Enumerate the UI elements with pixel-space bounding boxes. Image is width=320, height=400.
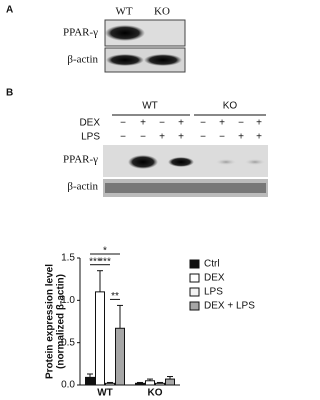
x-tick-label: KO bbox=[148, 388, 163, 399]
significance-label: * bbox=[103, 246, 107, 257]
sign: − bbox=[120, 132, 126, 143]
sign-grid: − + − + − + − + − − + + − − + + bbox=[120, 118, 262, 143]
panel-label: B bbox=[6, 88, 13, 99]
column-label: WT bbox=[115, 6, 132, 18]
bar bbox=[165, 378, 175, 386]
significance-label: *** bbox=[89, 256, 101, 267]
y-axis-title: (normalized β-actin) bbox=[56, 274, 67, 369]
y-tick-label: 0.5 bbox=[61, 337, 75, 348]
legend-label: LPS bbox=[204, 287, 223, 298]
y-axis-title: Protein expression level bbox=[45, 264, 56, 379]
bar bbox=[95, 291, 105, 386]
bar bbox=[145, 380, 155, 386]
treatment-label: LPS bbox=[81, 132, 100, 143]
row-label: PPAR-γ bbox=[63, 154, 98, 166]
sign: − bbox=[200, 118, 206, 129]
legend-label: DEX bbox=[204, 273, 225, 284]
row-label: β-actin bbox=[67, 181, 98, 193]
figure: A WT KO PPAR-γ β-actin B WT KO DEX LPS −… bbox=[6, 5, 268, 399]
bar-chart: 0.0 0.5 1.0 1.5 Protein expression level (nor… bbox=[45, 246, 256, 399]
row-label: β-actin bbox=[67, 54, 98, 66]
sign: + bbox=[178, 132, 184, 143]
group-label: KO bbox=[223, 101, 238, 112]
legend-swatch bbox=[189, 287, 200, 297]
y-tick-label: 1.0 bbox=[61, 295, 75, 306]
row-label: PPAR-γ bbox=[63, 27, 98, 39]
bar bbox=[155, 382, 165, 386]
y-tick-label: 1.5 bbox=[61, 253, 75, 264]
bar bbox=[105, 382, 115, 386]
blot-b bbox=[103, 145, 268, 197]
sign: + bbox=[256, 118, 262, 129]
legend-label: Ctrl bbox=[204, 259, 220, 270]
sign: + bbox=[178, 118, 184, 129]
legend-swatch bbox=[189, 301, 200, 311]
sign: − bbox=[219, 132, 225, 143]
sign: + bbox=[256, 132, 262, 143]
significance-label: *** bbox=[99, 256, 111, 267]
sign: + bbox=[140, 118, 146, 129]
sign: − bbox=[200, 132, 206, 143]
sign: − bbox=[159, 118, 165, 129]
sign: + bbox=[238, 132, 244, 143]
bar bbox=[85, 376, 95, 386]
y-tick-label: 0.0 bbox=[61, 380, 75, 391]
sign: − bbox=[140, 132, 146, 143]
sign: − bbox=[238, 118, 244, 129]
legend-swatch bbox=[189, 273, 200, 283]
column-label: KO bbox=[154, 6, 170, 18]
x-tick-label: WT bbox=[97, 388, 113, 399]
legend-label: DEX + LPS bbox=[204, 301, 255, 312]
bar bbox=[135, 382, 145, 386]
group-label: WT bbox=[142, 101, 158, 112]
bar bbox=[115, 327, 125, 386]
significance-label: ** bbox=[111, 291, 119, 302]
sign: + bbox=[159, 132, 165, 143]
sign: + bbox=[219, 118, 225, 129]
blot-a bbox=[104, 19, 186, 73]
sign: − bbox=[120, 118, 126, 129]
legend-swatch bbox=[189, 259, 200, 269]
treatment-label: DEX bbox=[79, 118, 100, 129]
panel-label: A bbox=[6, 5, 13, 16]
